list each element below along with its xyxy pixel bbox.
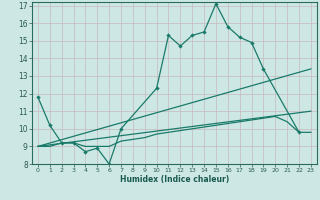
X-axis label: Humidex (Indice chaleur): Humidex (Indice chaleur)	[120, 175, 229, 184]
